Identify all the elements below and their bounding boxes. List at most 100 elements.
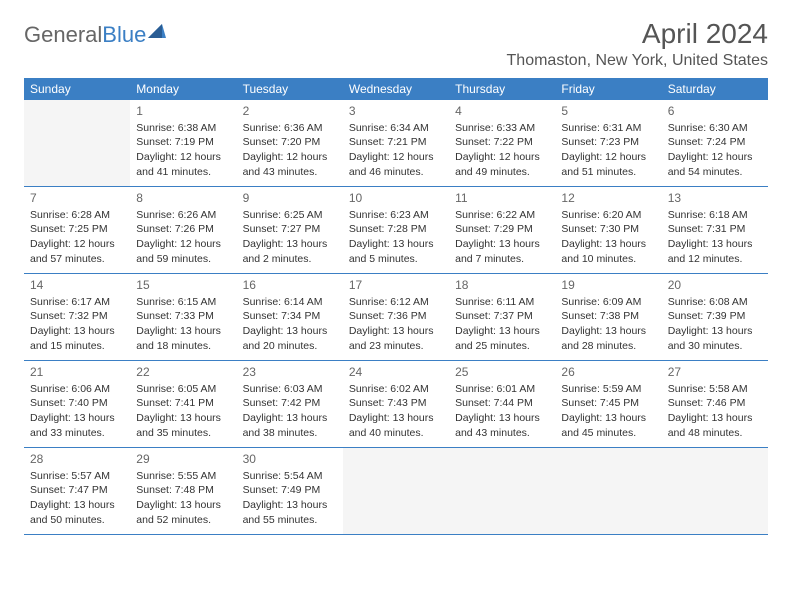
day-daylight1: Daylight: 13 hours — [136, 324, 230, 339]
day-cell: 25Sunrise: 6:01 AMSunset: 7:44 PMDayligh… — [449, 361, 555, 447]
day-cell: 5Sunrise: 6:31 AMSunset: 7:23 PMDaylight… — [555, 100, 661, 186]
day-daylight1: Daylight: 13 hours — [561, 324, 655, 339]
day-daylight2: and 40 minutes. — [349, 426, 443, 441]
day-daylight1: Daylight: 13 hours — [561, 237, 655, 252]
day-sunrise: Sunrise: 6:09 AM — [561, 295, 655, 310]
day-number: 24 — [349, 364, 443, 381]
day-daylight1: Daylight: 13 hours — [455, 324, 549, 339]
day-daylight2: and 48 minutes. — [668, 426, 762, 441]
day-sunset: Sunset: 7:19 PM — [136, 135, 230, 150]
day-daylight2: and 28 minutes. — [561, 339, 655, 354]
day-header-monday: Monday — [130, 78, 236, 100]
day-cell: 21Sunrise: 6:06 AMSunset: 7:40 PMDayligh… — [24, 361, 130, 447]
day-daylight2: and 45 minutes. — [561, 426, 655, 441]
day-daylight1: Daylight: 12 hours — [349, 150, 443, 165]
week-row: 1Sunrise: 6:38 AMSunset: 7:19 PMDaylight… — [24, 100, 768, 187]
day-number: 4 — [455, 103, 549, 120]
day-sunrise: Sunrise: 6:23 AM — [349, 208, 443, 223]
day-number: 7 — [30, 190, 124, 207]
logo: GeneralBlue — [24, 22, 166, 48]
day-number: 27 — [668, 364, 762, 381]
day-cell — [449, 448, 555, 534]
day-sunset: Sunset: 7:24 PM — [668, 135, 762, 150]
calendar: Sunday Monday Tuesday Wednesday Thursday… — [24, 78, 768, 535]
day-header-sunday: Sunday — [24, 78, 130, 100]
day-daylight1: Daylight: 13 hours — [30, 324, 124, 339]
day-number: 29 — [136, 451, 230, 468]
day-sunrise: Sunrise: 5:54 AM — [243, 469, 337, 484]
day-cell: 6Sunrise: 6:30 AMSunset: 7:24 PMDaylight… — [662, 100, 768, 186]
day-sunset: Sunset: 7:46 PM — [668, 396, 762, 411]
day-number: 30 — [243, 451, 337, 468]
day-cell: 30Sunrise: 5:54 AMSunset: 7:49 PMDayligh… — [237, 448, 343, 534]
day-cell: 11Sunrise: 6:22 AMSunset: 7:29 PMDayligh… — [449, 187, 555, 273]
day-number: 3 — [349, 103, 443, 120]
day-sunrise: Sunrise: 6:31 AM — [561, 121, 655, 136]
day-daylight1: Daylight: 13 hours — [455, 237, 549, 252]
day-sunset: Sunset: 7:32 PM — [30, 309, 124, 324]
day-daylight1: Daylight: 13 hours — [243, 237, 337, 252]
title-block: April 2024 Thomaston, New York, United S… — [507, 18, 768, 70]
day-cell: 10Sunrise: 6:23 AMSunset: 7:28 PMDayligh… — [343, 187, 449, 273]
day-sunset: Sunset: 7:27 PM — [243, 222, 337, 237]
day-cell: 12Sunrise: 6:20 AMSunset: 7:30 PMDayligh… — [555, 187, 661, 273]
day-sunrise: Sunrise: 6:03 AM — [243, 382, 337, 397]
day-sunset: Sunset: 7:25 PM — [30, 222, 124, 237]
day-number: 18 — [455, 277, 549, 294]
day-daylight2: and 51 minutes. — [561, 165, 655, 180]
day-daylight2: and 43 minutes. — [243, 165, 337, 180]
day-cell — [662, 448, 768, 534]
day-sunset: Sunset: 7:45 PM — [561, 396, 655, 411]
day-sunset: Sunset: 7:42 PM — [243, 396, 337, 411]
day-daylight1: Daylight: 13 hours — [668, 324, 762, 339]
day-daylight1: Daylight: 12 hours — [561, 150, 655, 165]
day-sunrise: Sunrise: 6:38 AM — [136, 121, 230, 136]
day-number: 15 — [136, 277, 230, 294]
day-sunrise: Sunrise: 6:25 AM — [243, 208, 337, 223]
day-daylight1: Daylight: 13 hours — [136, 498, 230, 513]
day-headers-row: Sunday Monday Tuesday Wednesday Thursday… — [24, 78, 768, 100]
day-daylight2: and 41 minutes. — [136, 165, 230, 180]
day-daylight2: and 33 minutes. — [30, 426, 124, 441]
day-header-friday: Friday — [555, 78, 661, 100]
day-sunset: Sunset: 7:36 PM — [349, 309, 443, 324]
day-cell: 7Sunrise: 6:28 AMSunset: 7:25 PMDaylight… — [24, 187, 130, 273]
day-daylight1: Daylight: 12 hours — [30, 237, 124, 252]
day-sunset: Sunset: 7:40 PM — [30, 396, 124, 411]
day-cell: 3Sunrise: 6:34 AMSunset: 7:21 PMDaylight… — [343, 100, 449, 186]
day-daylight1: Daylight: 13 hours — [243, 324, 337, 339]
day-sunrise: Sunrise: 6:28 AM — [30, 208, 124, 223]
day-daylight1: Daylight: 13 hours — [243, 411, 337, 426]
day-cell: 19Sunrise: 6:09 AMSunset: 7:38 PMDayligh… — [555, 274, 661, 360]
day-sunrise: Sunrise: 6:01 AM — [455, 382, 549, 397]
day-daylight1: Daylight: 12 hours — [136, 237, 230, 252]
day-sunset: Sunset: 7:49 PM — [243, 483, 337, 498]
day-daylight2: and 59 minutes. — [136, 252, 230, 267]
day-daylight2: and 10 minutes. — [561, 252, 655, 267]
day-daylight2: and 55 minutes. — [243, 513, 337, 528]
day-cell: 22Sunrise: 6:05 AMSunset: 7:41 PMDayligh… — [130, 361, 236, 447]
location: Thomaston, New York, United States — [507, 52, 768, 70]
day-sunset: Sunset: 7:20 PM — [243, 135, 337, 150]
header: GeneralBlue April 2024 Thomaston, New Yo… — [24, 18, 768, 70]
day-cell: 8Sunrise: 6:26 AMSunset: 7:26 PMDaylight… — [130, 187, 236, 273]
day-number: 11 — [455, 190, 549, 207]
day-sunrise: Sunrise: 6:20 AM — [561, 208, 655, 223]
day-cell: 17Sunrise: 6:12 AMSunset: 7:36 PMDayligh… — [343, 274, 449, 360]
day-cell: 28Sunrise: 5:57 AMSunset: 7:47 PMDayligh… — [24, 448, 130, 534]
day-daylight1: Daylight: 13 hours — [30, 498, 124, 513]
day-number: 5 — [561, 103, 655, 120]
day-cell: 9Sunrise: 6:25 AMSunset: 7:27 PMDaylight… — [237, 187, 343, 273]
day-number: 20 — [668, 277, 762, 294]
day-cell: 1Sunrise: 6:38 AMSunset: 7:19 PMDaylight… — [130, 100, 236, 186]
day-daylight2: and 5 minutes. — [349, 252, 443, 267]
day-daylight2: and 49 minutes. — [455, 165, 549, 180]
day-daylight1: Daylight: 13 hours — [136, 411, 230, 426]
day-sunset: Sunset: 7:29 PM — [455, 222, 549, 237]
day-sunset: Sunset: 7:23 PM — [561, 135, 655, 150]
day-sunset: Sunset: 7:31 PM — [668, 222, 762, 237]
day-cell: 14Sunrise: 6:17 AMSunset: 7:32 PMDayligh… — [24, 274, 130, 360]
day-cell: 18Sunrise: 6:11 AMSunset: 7:37 PMDayligh… — [449, 274, 555, 360]
day-sunset: Sunset: 7:21 PM — [349, 135, 443, 150]
day-sunrise: Sunrise: 6:36 AM — [243, 121, 337, 136]
